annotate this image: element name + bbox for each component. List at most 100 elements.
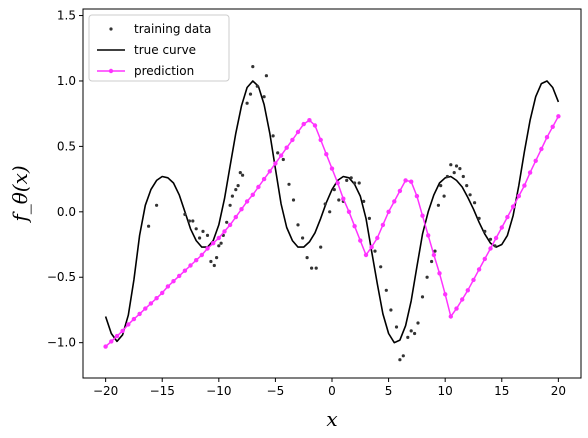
training-data-point [234,188,238,192]
prediction-point [465,288,470,293]
training-data-point [264,74,268,78]
prediction-point [256,184,261,190]
x-tick-label: −10 [206,384,231,398]
prediction-point [103,344,108,349]
prediction-point [143,306,148,311]
training-data-point [458,167,462,171]
training-data-point [230,194,234,198]
x-tick-label: 15 [494,384,509,398]
training-data-point [384,288,388,292]
plot-area [103,65,561,362]
prediction-point [488,246,493,251]
prediction-point [120,328,125,334]
prediction-point [471,277,476,283]
training-data-point [328,210,332,214]
legend-prediction-marker [108,68,114,74]
prediction-point [211,241,216,246]
training-data-point [468,193,472,197]
prediction-point [550,124,555,129]
prediction-point [290,137,295,143]
prediction-point [426,233,431,238]
training-data-point [483,229,487,233]
training-data-point [373,249,377,253]
training-data-point [262,95,266,99]
prediction-point [329,166,335,171]
prediction-point [414,193,420,199]
prediction-point [199,252,204,258]
prediction-point [177,273,182,279]
prediction-point [194,258,199,263]
prediction-point [301,121,306,127]
training-data-point [493,244,497,248]
prediction-point [448,314,453,319]
prediction-point [454,306,459,311]
training-data-point [420,295,425,299]
prediction-point [114,333,120,339]
training-data-point [198,236,202,240]
prediction-point [460,297,465,302]
prediction-point [431,252,437,258]
training-data-point [362,199,366,203]
prediction-point [244,199,250,204]
training-data-point [291,198,296,202]
prediction-point [482,256,487,262]
prediction-point [295,129,301,135]
prediction-point [273,161,278,166]
prediction-point [131,316,137,322]
training-data-point [271,134,275,138]
legend-training-data-label: training data [134,22,211,36]
prediction-point [363,252,369,258]
y-tick-label: 1.0 [57,74,76,88]
training-data-point [337,198,341,202]
prediction-point [505,214,510,220]
prediction-point [324,152,329,157]
training-data-point [353,181,357,185]
prediction-point [346,209,352,214]
prediction-point [499,225,504,230]
training-data-point [442,194,446,198]
prediction-point [227,222,233,228]
prediction-point [352,224,357,229]
prediction-point [188,263,193,268]
prediction-point [154,296,159,301]
training-data-point [209,259,213,264]
prediction-point [476,267,482,272]
training-data-point [401,354,405,358]
training-data-point [406,335,410,339]
training-data-point [225,220,229,224]
training-data-point [465,184,469,188]
training-data-point [215,256,219,260]
prediction-point [216,235,221,241]
x-tick-label: −20 [93,384,118,398]
training-data-point [398,358,402,362]
training-data-point [461,174,465,179]
training-data-point [319,245,323,249]
training-data-point [187,219,191,223]
prediction-point [437,271,442,276]
prediction-point [160,290,165,296]
legend-box [88,14,230,82]
prediction-point [284,145,289,150]
training-data-point [433,249,437,253]
true-curve-line [104,80,560,344]
x-axis-label: x [326,407,337,431]
training-data-point [236,184,240,188]
training-data-point [205,233,210,237]
training-data-point [349,176,353,180]
prediction-point [205,246,210,251]
training-data-point [276,151,280,155]
training-data-point [255,84,259,88]
training-data-point [449,163,453,167]
training-data-point [439,184,443,188]
prediction-point [375,235,380,241]
training-data-point [219,241,223,245]
y-tick-label: 0.0 [57,205,76,219]
x-tick-label: −15 [150,384,175,398]
training-data-point [241,173,245,177]
prediction-point [233,214,238,220]
prediction-point [522,183,527,188]
training-data-point [445,174,449,179]
training-data-point [296,223,300,227]
prediction-point [341,196,346,201]
